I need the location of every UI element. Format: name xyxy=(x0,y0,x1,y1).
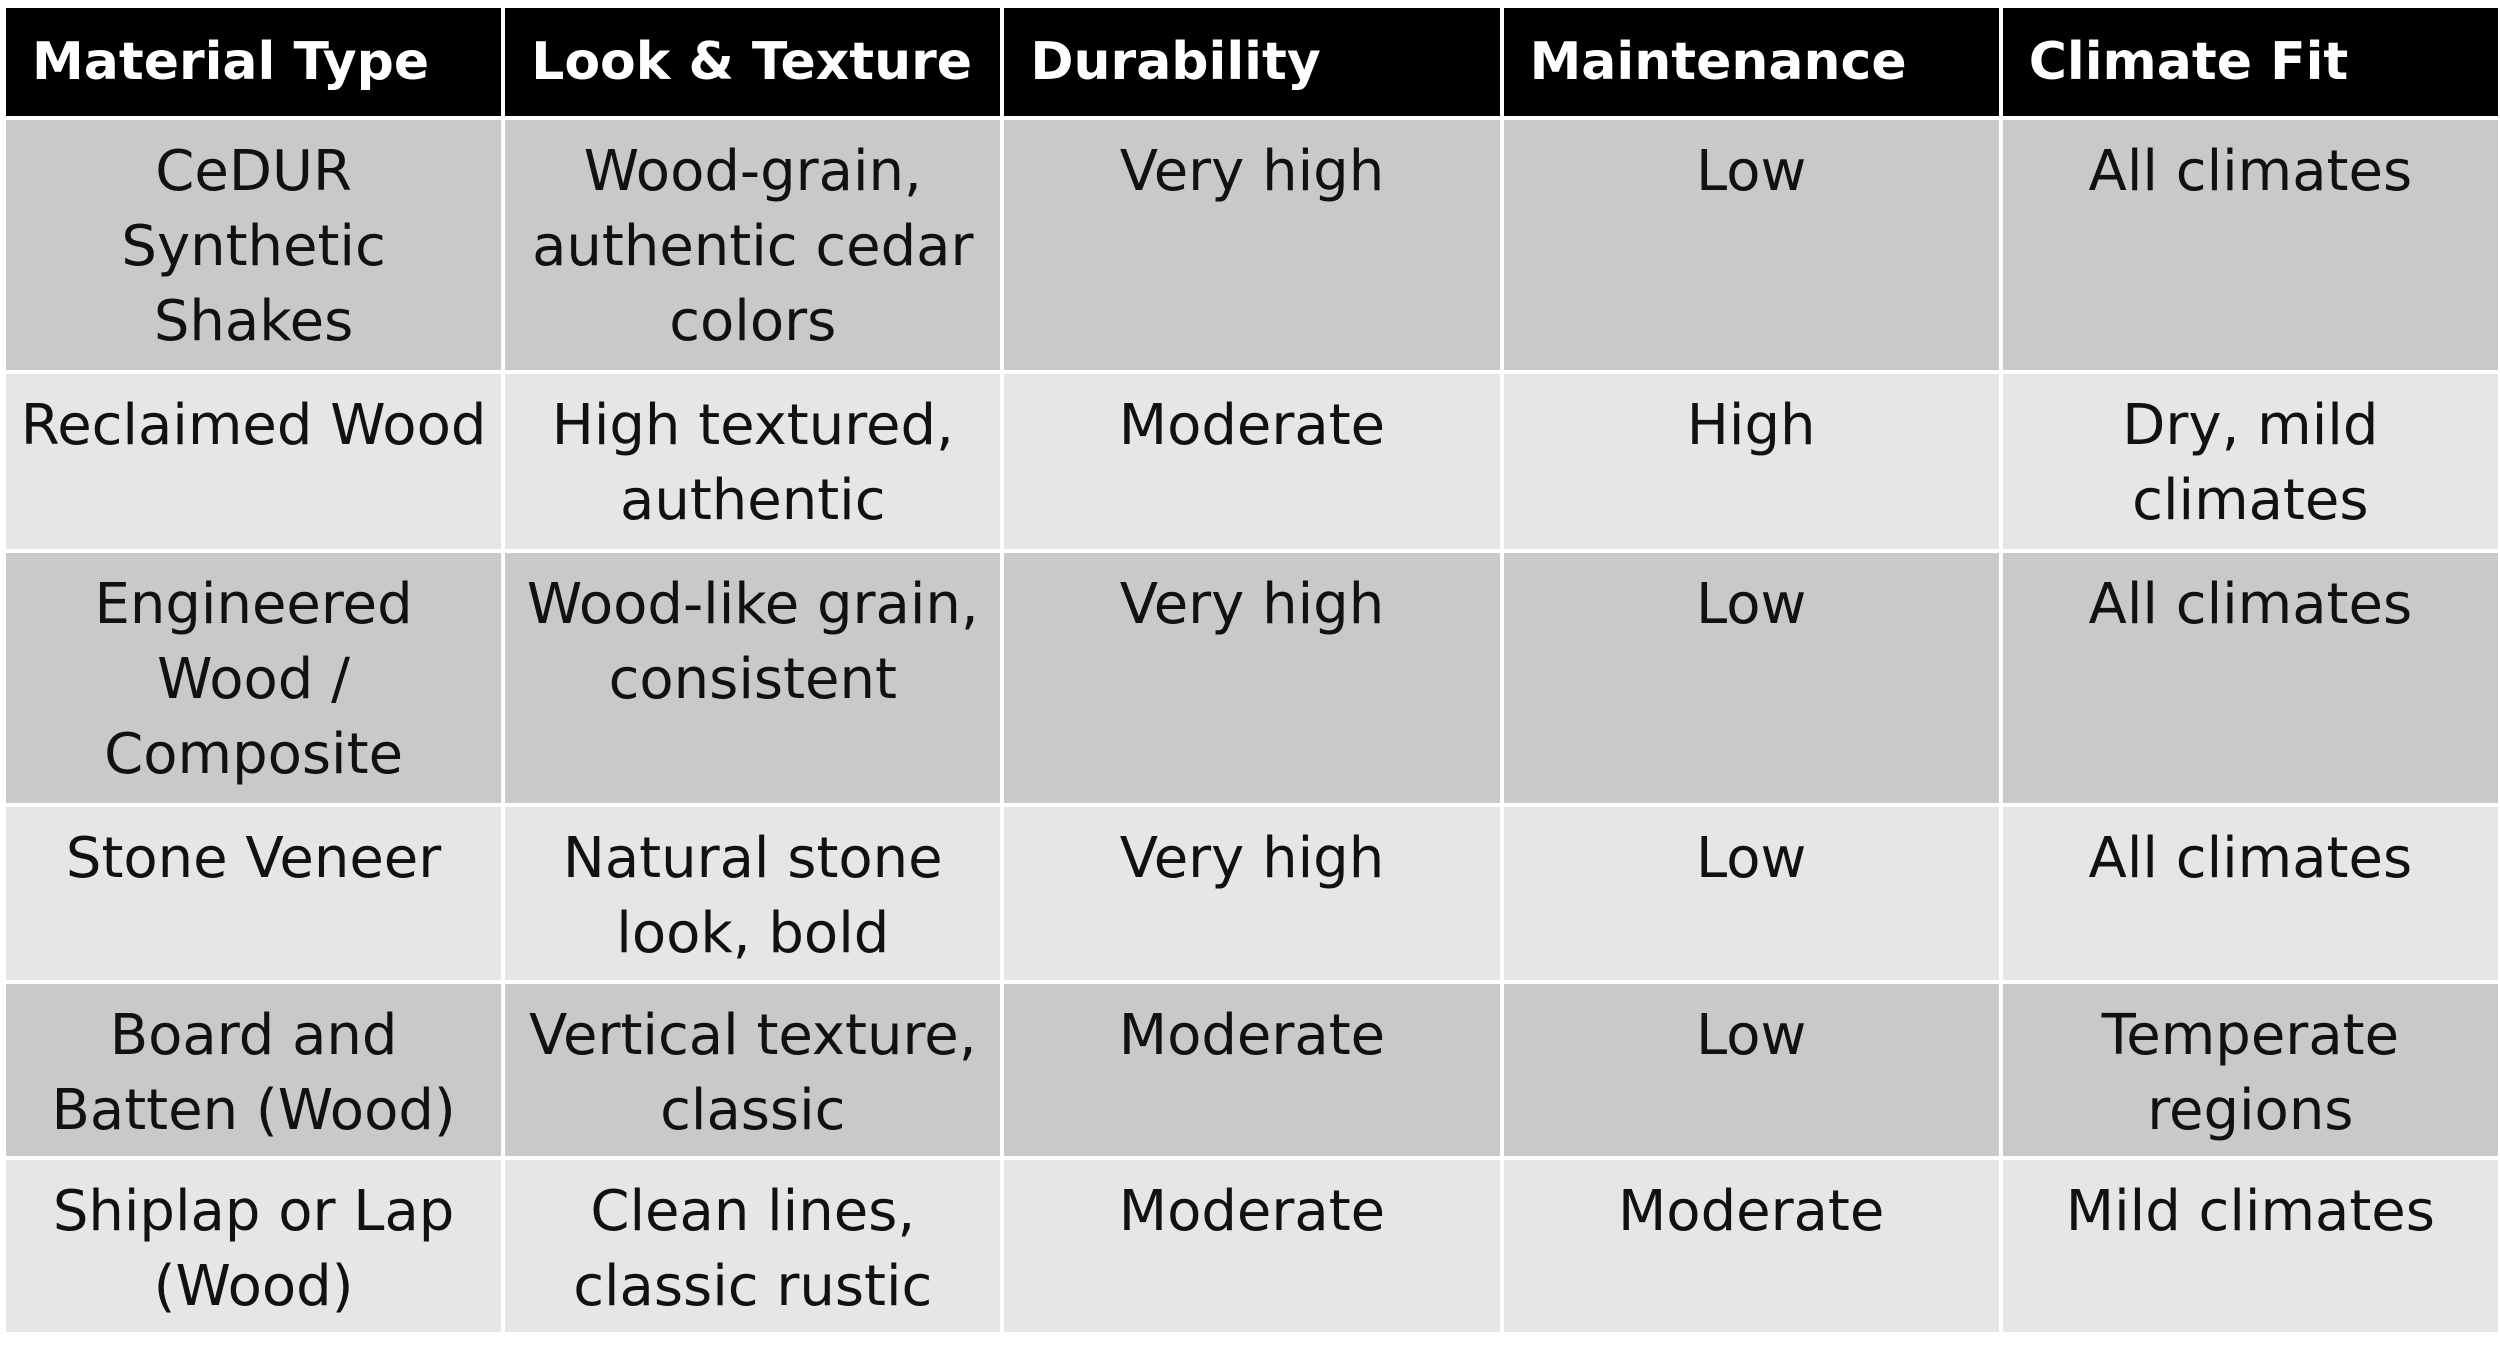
cell-durability: Moderate xyxy=(1000,370,1504,553)
cell-look-texture: Wood-grain, authentic cedar colors xyxy=(501,116,1005,374)
cell-material-type: Engineered Wood / Composite xyxy=(1,549,506,807)
header-material-type: Material Type xyxy=(1,4,506,120)
cell-material-type: Board and Batten (Wood) xyxy=(1,980,506,1160)
cell-maintenance: Low xyxy=(1499,116,2003,374)
cell-maintenance: Low xyxy=(1499,980,2003,1160)
material-comparison-table: Material Type Look & Texture Durability … xyxy=(1,4,2500,1336)
cell-look-texture: High textured, authentic xyxy=(501,370,1005,553)
table-row: Stone Veneer Natural stone look, bold Ve… xyxy=(1,803,2500,984)
table-row: Reclaimed Wood High textured, authentic … xyxy=(1,370,2500,553)
cell-climate-fit: Dry, mild climates xyxy=(1998,370,2500,553)
header-durability: Durability xyxy=(1000,4,1504,120)
cell-maintenance: Low xyxy=(1499,803,2003,984)
cell-look-texture: Natural stone look, bold xyxy=(501,803,1005,984)
cell-material-type: Stone Veneer xyxy=(1,803,506,984)
header-row: Material Type Look & Texture Durability … xyxy=(1,4,2500,120)
cell-climate-fit: All climates xyxy=(1998,549,2500,807)
cell-climate-fit: All climates xyxy=(1998,116,2500,374)
table-row: CeDUR Synthetic Shakes Wood-grain, authe… xyxy=(1,116,2500,374)
cell-look-texture: Clean lines, classic rustic xyxy=(501,1156,1005,1336)
cell-maintenance: Moderate xyxy=(1499,1156,2003,1336)
cell-durability: Moderate xyxy=(1000,980,1504,1160)
cell-look-texture: Wood-like grain, consistent xyxy=(501,549,1005,807)
table-row: Engineered Wood / Composite Wood-like gr… xyxy=(1,549,2500,807)
table-row: Board and Batten (Wood) Vertical texture… xyxy=(1,980,2500,1160)
header-maintenance: Maintenance xyxy=(1499,4,2003,120)
cell-material-type: Reclaimed Wood xyxy=(1,370,506,553)
cell-material-type: Shiplap or Lap (Wood) xyxy=(1,1156,506,1336)
cell-climate-fit: Temperate regions xyxy=(1998,980,2500,1160)
cell-maintenance: High xyxy=(1499,370,2003,553)
cell-material-type: CeDUR Synthetic Shakes xyxy=(1,116,506,374)
table-row: Shiplap or Lap (Wood) Clean lines, class… xyxy=(1,1156,2500,1336)
cell-maintenance: Low xyxy=(1499,549,2003,807)
cell-durability: Very high xyxy=(1000,803,1504,984)
cell-climate-fit: All climates xyxy=(1998,803,2500,984)
cell-durability: Very high xyxy=(1000,116,1504,374)
header-climate-fit: Climate Fit xyxy=(1998,4,2500,120)
header-look-texture: Look & Texture xyxy=(501,4,1005,120)
cell-climate-fit: Mild climates xyxy=(1998,1156,2500,1336)
cell-look-texture: Vertical texture, classic xyxy=(501,980,1005,1160)
cell-durability: Moderate xyxy=(1000,1156,1504,1336)
cell-durability: Very high xyxy=(1000,549,1504,807)
